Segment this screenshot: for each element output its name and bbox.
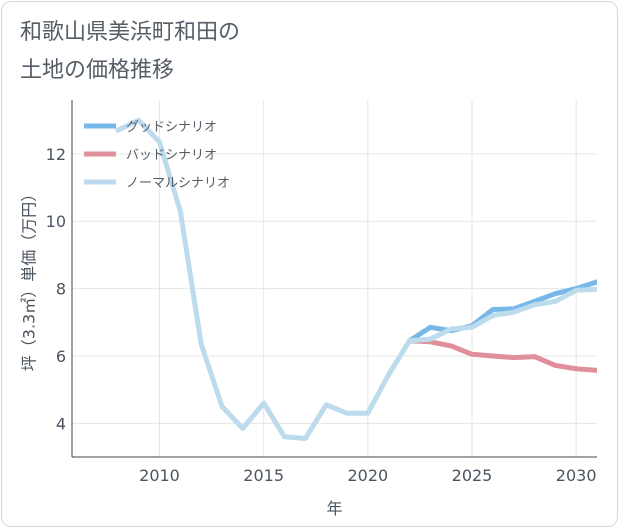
y-axis-label: 坪（3.3㎡）単価（万円） xyxy=(20,186,39,371)
legend-label: ノーマルシナリオ xyxy=(126,176,230,191)
chart-title: 和歌山県美浜町和田の 土地の価格推移 xyxy=(20,20,241,83)
legend-label: バッドシナリオ xyxy=(126,148,217,163)
plot-frame xyxy=(71,100,597,458)
y-tick-label: 8 xyxy=(56,280,66,299)
grid xyxy=(72,100,597,457)
x-tick-label: 2015 xyxy=(243,466,284,485)
x-tick-label: 2030 xyxy=(556,466,597,485)
series-line-3 xyxy=(115,117,597,441)
legend-label: グッドシナリオ xyxy=(126,120,217,135)
x-tick-label: 2025 xyxy=(452,466,493,485)
y-tick-label: 12 xyxy=(46,145,66,164)
x-axis-label: 年 xyxy=(326,499,342,518)
series-lines xyxy=(115,117,597,441)
y-tick-label: 10 xyxy=(46,212,66,231)
x-tick-label: 2020 xyxy=(347,466,388,485)
series-line-2 xyxy=(407,338,597,373)
y-tick-label: 4 xyxy=(56,414,66,433)
y-tick-label: 6 xyxy=(56,347,66,366)
series-line-1 xyxy=(407,279,597,344)
x-tick-label: 2010 xyxy=(139,466,180,485)
tick-labels: 2010 2015 2020 2025 2030 4 6 8 10 12 xyxy=(46,145,597,485)
